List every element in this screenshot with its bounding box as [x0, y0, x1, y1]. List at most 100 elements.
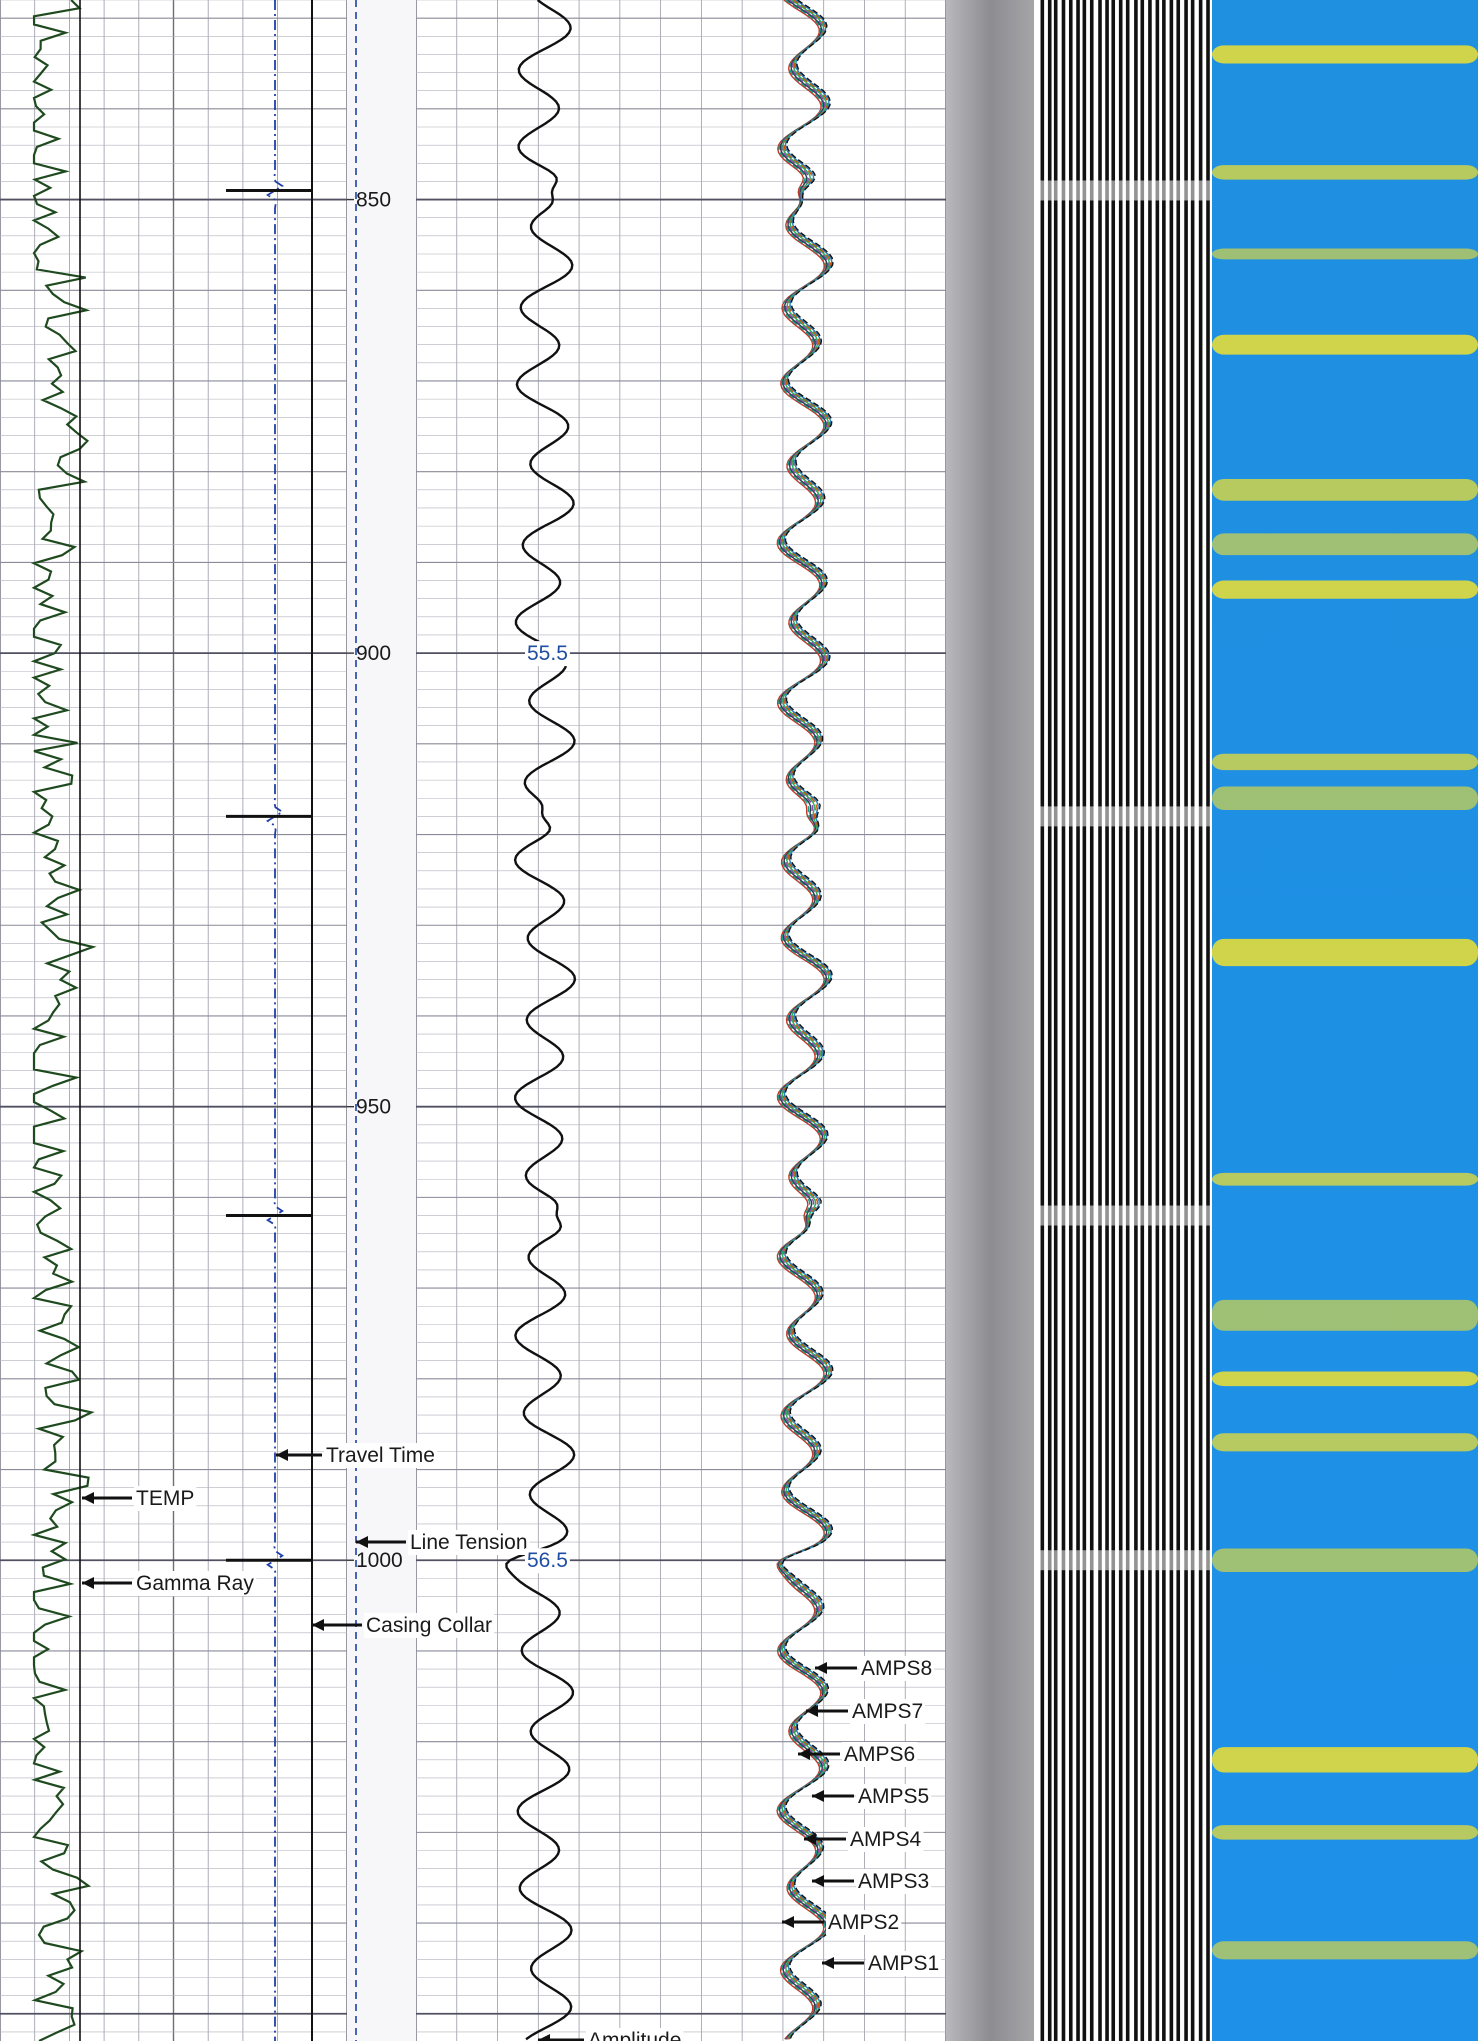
amps4-arrowhead — [804, 1833, 816, 1845]
track1-grid — [0, 0, 348, 2041]
amps6-arrowhead — [798, 1748, 810, 1760]
vdl-stripe — [1076, 0, 1080, 2041]
line-tension-label-bg — [408, 1530, 530, 1555]
amps7-label: AMPS7 — [852, 1700, 923, 1723]
vdl-stripe — [1047, 0, 1052, 2041]
vdl-collar-band — [1034, 1550, 1212, 1571]
vdl-stripe — [1089, 0, 1094, 2041]
amps-curve-3 — [780, 0, 832, 2040]
cement-band — [1212, 1548, 1478, 1573]
vdl-stripe — [1206, 0, 1210, 2041]
cement-band — [1212, 165, 1478, 180]
vdl-stripe — [1111, 0, 1116, 2041]
cement-band — [1212, 753, 1478, 771]
vdl-stripe — [1184, 0, 1188, 2041]
cement-band — [1212, 248, 1478, 260]
amplitude-marker-bg — [525, 641, 570, 667]
amps3-arrowhead — [812, 1875, 824, 1887]
cement-band — [1212, 533, 1478, 556]
vdl-stripe — [1053, 0, 1058, 2041]
vdl-stripe — [1169, 0, 1174, 2041]
amps3-label-bg — [856, 1869, 932, 1894]
cement-band — [1212, 1747, 1478, 1773]
travel-time-label-bg — [324, 1443, 437, 1468]
cement-band — [1212, 478, 1478, 501]
vdl-stripe — [1098, 0, 1102, 2041]
vdl-stripe — [1176, 0, 1181, 2041]
temp-label-bg — [134, 1486, 197, 1511]
cement-map-image-panel — [1212, 0, 1478, 2041]
vdl-collar-band — [1034, 806, 1212, 827]
amps1-label: AMPS1 — [868, 1952, 939, 1975]
cement-band — [1212, 1299, 1478, 1331]
cement-band — [1212, 334, 1478, 355]
gray-amplitude-panel — [946, 0, 1034, 2041]
amplitude-arrowhead — [538, 2034, 550, 2041]
cement-band — [1212, 786, 1478, 811]
temp-label: TEMP — [136, 1487, 194, 1510]
curve-annotations: Travel Time TEMP Line Tension Gamma Ray Casi… — [82, 641, 942, 2041]
casing-collar-label-bg — [364, 1613, 495, 1638]
casing-collar-label: Casing Collar — [366, 1614, 492, 1637]
amps8-arrowhead — [815, 1662, 827, 1674]
travel-time-arrowhead — [276, 1449, 288, 1461]
cement-band — [1212, 45, 1478, 64]
amps2-label-bg — [826, 1910, 902, 1935]
amplitude-label: Amplitude — [588, 2029, 681, 2041]
amps6-label-bg — [842, 1742, 918, 1767]
vdl-collar-band — [1034, 180, 1212, 201]
amps8-label: AMPS8 — [861, 1657, 932, 1680]
amplitude-curve — [505, 0, 577, 2041]
gamma-ray-label-bg — [134, 1571, 257, 1596]
vdl-stripe — [1082, 0, 1087, 2041]
amps7-arrowhead — [806, 1705, 818, 1717]
cement-band — [1212, 1371, 1478, 1387]
amps-curve-4 — [779, 0, 831, 2040]
track2-grid — [415, 0, 947, 2041]
line-tension-arrowhead — [356, 1536, 368, 1548]
vdl-stripe — [1105, 0, 1109, 2041]
depth-label-900: 900 — [356, 642, 391, 665]
cement-band — [1212, 938, 1478, 967]
vdl-stripe — [1190, 0, 1195, 2041]
vdl-stripe — [1148, 0, 1152, 2041]
vdl-stripe — [1155, 0, 1160, 2041]
depth-track: 850 900 950 1000 — [347, 0, 416, 2041]
vdl-stripe — [1198, 0, 1203, 2041]
line-tension-label: Line Tension — [410, 1531, 528, 1554]
amplitude-marker-55.5: 55.5 — [527, 642, 568, 665]
amps1-arrowhead — [822, 1957, 834, 1969]
vdl-waveform-panel — [1034, 0, 1212, 2041]
vdl-stripe — [1040, 0, 1045, 2041]
cement-band — [1212, 1172, 1478, 1186]
log-curves — [30, 0, 834, 2041]
cement-band — [1212, 580, 1478, 599]
amps1-label-bg — [866, 1951, 942, 1976]
travel-time-curve — [266, 0, 284, 2041]
amplitude-label-bg — [586, 2028, 684, 2041]
amplitude-marker-56.5: 56.5 — [527, 1549, 568, 1572]
depth-track-bg — [347, 0, 416, 2041]
amps2-label: AMPS2 — [828, 1911, 899, 1934]
depth-label-1000: 1000 — [356, 1549, 403, 1572]
amps4-label-bg — [848, 1827, 924, 1852]
cement-band — [1212, 1825, 1478, 1840]
vdl-stripe — [1140, 0, 1145, 2041]
amps-curve-1 — [781, 0, 834, 2040]
vdl-collar-band — [1034, 1205, 1212, 1226]
amps3-label: AMPS3 — [858, 1870, 929, 1893]
vdl-stripe — [1162, 0, 1166, 2041]
temp-arrowhead — [82, 1492, 94, 1504]
amplitude-marker-bg — [525, 1548, 570, 1574]
vdl-stripe — [1125, 0, 1130, 2041]
vdl-stripe — [1068, 0, 1073, 2041]
amps8-label-bg — [859, 1656, 935, 1681]
depth-label-950: 950 — [356, 1096, 391, 1119]
amps5-label-bg — [856, 1784, 932, 1809]
casing-collar-arrowhead — [312, 1619, 324, 1631]
vdl-stripe — [1118, 0, 1123, 2041]
amps2-arrowhead — [782, 1916, 794, 1928]
gamma-ray-curve — [30, 0, 97, 2041]
gamma-ray-arrowhead — [82, 1577, 94, 1589]
